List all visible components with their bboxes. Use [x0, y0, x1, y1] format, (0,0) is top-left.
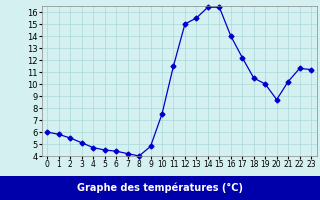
Text: Graphe des températures (°C): Graphe des températures (°C) — [77, 183, 243, 193]
